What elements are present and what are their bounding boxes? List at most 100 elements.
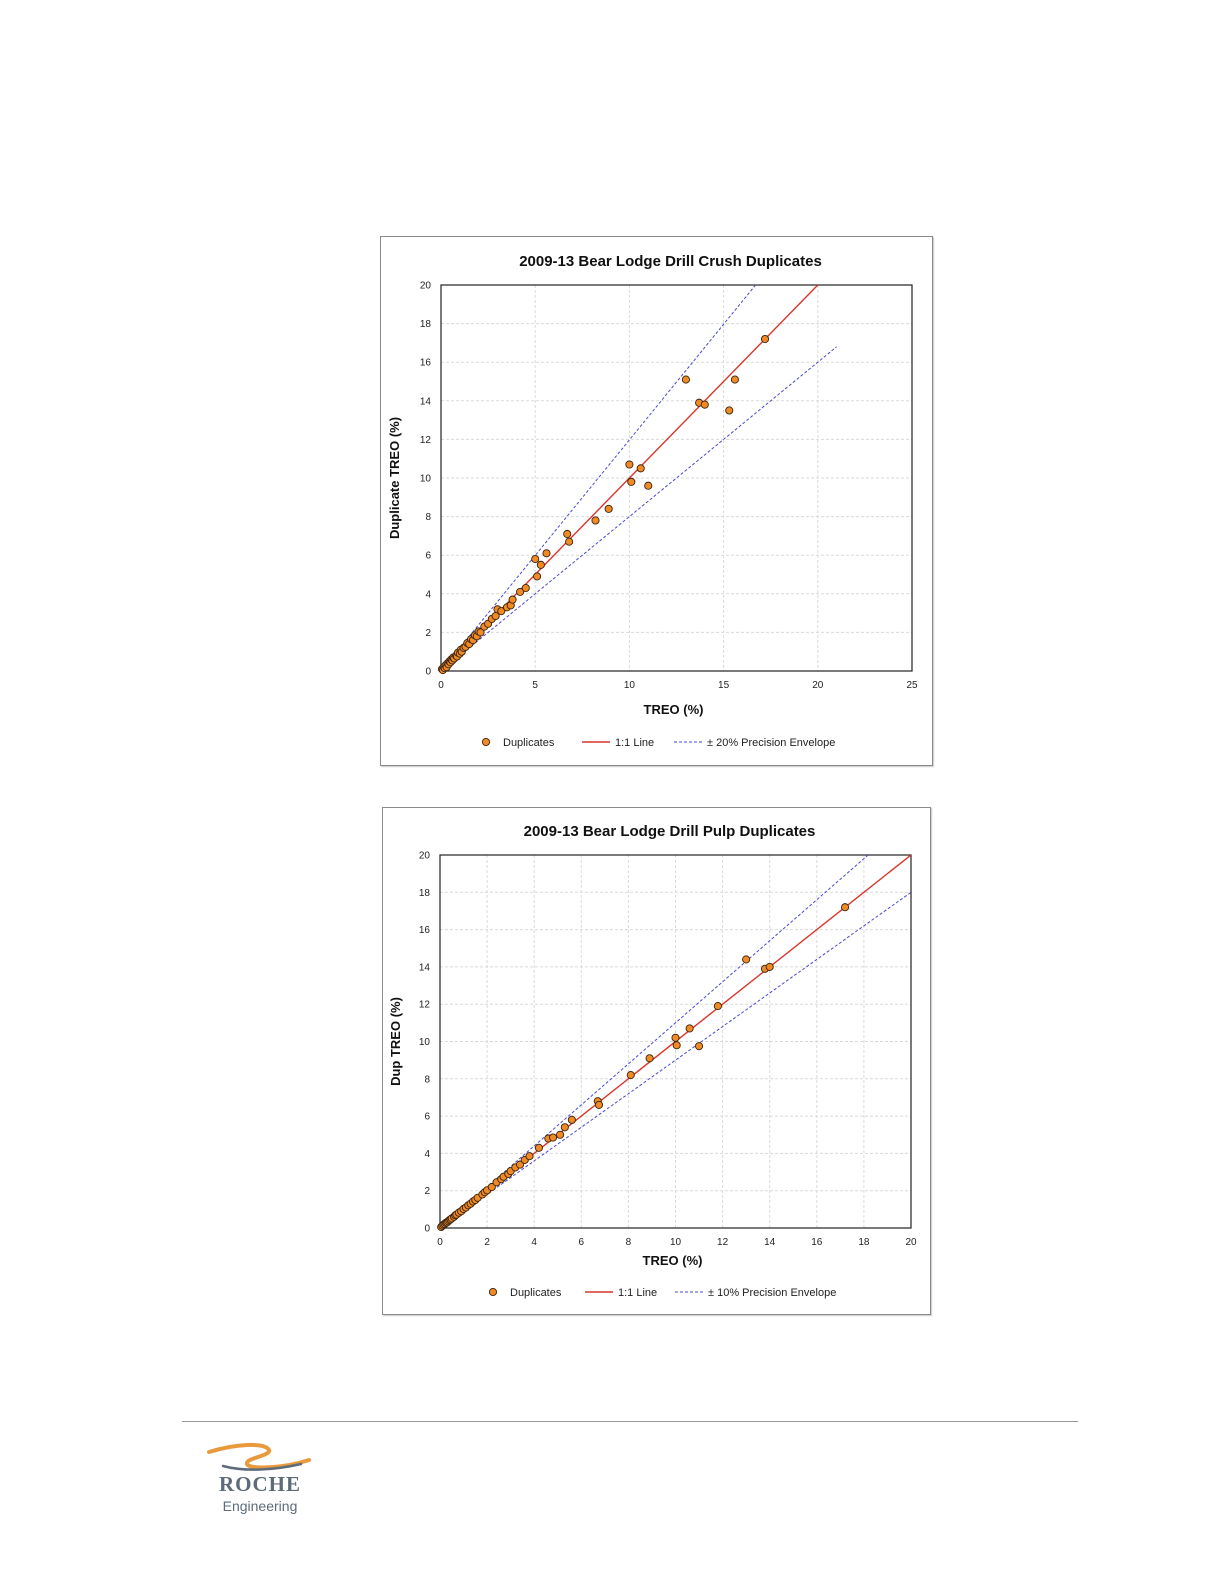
data-point — [531, 555, 540, 564]
data-point — [487, 1182, 496, 1192]
data-point — [525, 1152, 534, 1161]
x-tick-label: 15 — [718, 680, 730, 691]
precision-envelope-line — [440, 891, 911, 1228]
x-tick-label: 12 — [717, 1237, 729, 1248]
legend-marker-duplicates — [488, 1287, 498, 1297]
precision-envelope-line — [441, 346, 837, 671]
pulp-duplicates-chart: 2009-13 Bear Lodge Drill Pulp Duplicates… — [382, 807, 931, 1315]
data-point — [725, 406, 734, 415]
data-point — [565, 537, 574, 546]
y-tick-label: 2 — [425, 628, 431, 639]
plot-area-frame — [439, 854, 912, 1229]
y-tick-label: 6 — [424, 1112, 430, 1123]
y-tick-label: 20 — [419, 851, 431, 862]
x-axis-label: TREO (%) — [644, 702, 704, 717]
data-point — [567, 1115, 576, 1124]
y-tick-label: 0 — [424, 1224, 430, 1235]
y-tick-label: 14 — [419, 962, 431, 973]
data-point — [627, 477, 636, 486]
legend-label: 1:1 Line — [618, 1287, 657, 1299]
data-point — [476, 628, 485, 637]
x-tick-label: 4 — [531, 1237, 537, 1248]
data-point — [521, 583, 530, 593]
data-point — [497, 607, 506, 616]
x-tick-label: 0 — [438, 680, 444, 691]
precision-envelope-line — [440, 855, 869, 1228]
x-tick-label: 10 — [670, 1237, 682, 1248]
data-point — [556, 1130, 565, 1139]
x-tick-label: 25 — [906, 680, 918, 691]
y-tick-label: 14 — [420, 396, 432, 407]
data-point — [563, 529, 572, 539]
x-tick-label: 18 — [858, 1237, 870, 1248]
plot-area-frame — [440, 284, 913, 672]
data-point — [671, 1033, 680, 1042]
pulp-duplicates-plot: 2009-13 Bear Lodge Drill Pulp Duplicates… — [388, 823, 917, 1299]
data-point — [534, 1143, 543, 1152]
x-tick-label: 14 — [764, 1237, 776, 1248]
data-point — [644, 481, 653, 490]
data-point — [730, 375, 739, 384]
chart-title: 2009-13 Bear Lodge Drill Pulp Duplicates — [524, 823, 816, 840]
y-axis-label: Dup TREO (%) — [388, 997, 403, 1086]
y-tick-label: 4 — [425, 589, 431, 600]
data-point — [542, 549, 551, 558]
y-tick-label: 8 — [424, 1074, 430, 1085]
data-point — [700, 400, 709, 409]
legend-label: ± 20% Precision Envelope — [707, 737, 835, 749]
data-point — [536, 560, 545, 569]
y-tick-label: 10 — [420, 474, 432, 485]
x-tick-label: 8 — [626, 1237, 632, 1248]
y-tick-label: 20 — [420, 281, 432, 292]
legend-label: Duplicates — [510, 1287, 562, 1299]
data-point — [841, 903, 850, 912]
y-axis-label: Duplicate TREO (%) — [387, 417, 402, 539]
data-point — [516, 587, 525, 596]
logo-swoosh-icon — [207, 1442, 311, 1471]
data-point — [533, 572, 542, 581]
data-point — [591, 516, 600, 525]
data-point — [765, 962, 774, 971]
crush-duplicates-plot: 2009-13 Bear Lodge Drill Crush Duplicate… — [387, 253, 918, 749]
x-tick-label: 6 — [579, 1237, 585, 1248]
y-tick-label: 4 — [424, 1149, 430, 1160]
data-point — [560, 1123, 569, 1132]
y-tick-label: 12 — [420, 435, 432, 446]
precision-envelope-line — [441, 285, 757, 671]
footer-divider — [182, 1421, 1078, 1422]
data-point — [672, 1041, 681, 1050]
x-tick-label: 10 — [624, 680, 636, 691]
y-tick-label: 10 — [419, 1037, 431, 1048]
data-point — [694, 1042, 704, 1051]
crush-duplicates-chart: 2009-13 Bear Lodge Drill Crush Duplicate… — [380, 236, 933, 766]
chart-title: 2009-13 Bear Lodge Drill Crush Duplicate… — [519, 253, 822, 270]
data-point — [645, 1054, 654, 1063]
y-tick-label: 8 — [425, 512, 431, 523]
data-point — [548, 1133, 558, 1142]
company-logo: ROCHE Engineering — [205, 1442, 315, 1522]
data-point — [742, 955, 751, 964]
data-point — [685, 1024, 694, 1033]
x-tick-label: 2 — [484, 1237, 490, 1248]
y-tick-label: 18 — [420, 319, 432, 330]
x-tick-label: 20 — [812, 680, 824, 691]
x-tick-label: 20 — [905, 1237, 917, 1248]
legend-marker-duplicates — [481, 737, 491, 747]
data-point — [636, 464, 645, 473]
data-point — [508, 595, 517, 604]
data-point — [760, 334, 770, 344]
y-tick-label: 6 — [425, 551, 431, 562]
x-tick-label: 5 — [532, 680, 538, 691]
data-point — [516, 1160, 525, 1169]
data-point — [594, 1100, 604, 1109]
x-tick-label: 16 — [811, 1237, 823, 1248]
data-point — [681, 375, 690, 384]
y-tick-label: 16 — [420, 358, 432, 369]
y-tick-label: 2 — [424, 1186, 430, 1197]
legend-label: 1:1 Line — [615, 737, 654, 749]
y-tick-label: 18 — [419, 888, 431, 899]
y-tick-label: 16 — [419, 925, 431, 936]
data-point — [625, 460, 634, 469]
data-point — [626, 1071, 635, 1080]
y-tick-label: 12 — [419, 1000, 431, 1011]
